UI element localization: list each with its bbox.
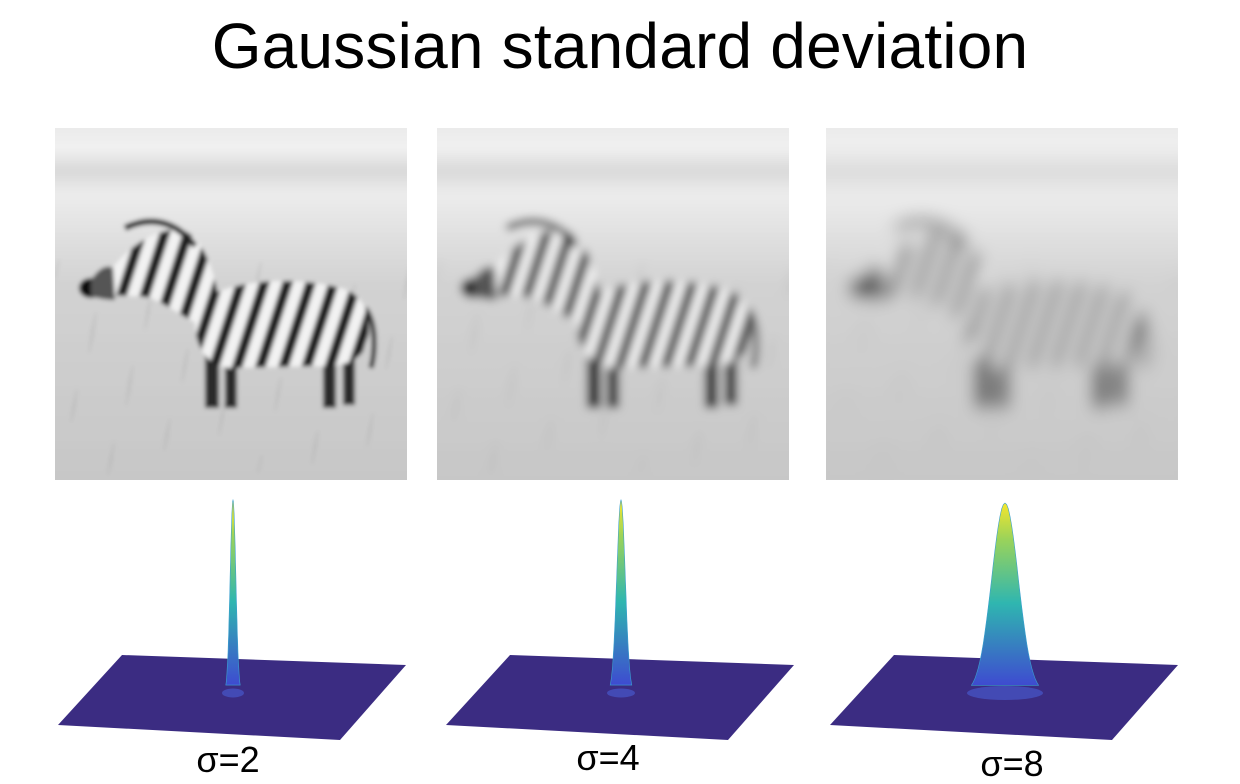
sigma-label: σ=8 bbox=[980, 743, 1044, 784]
kernel-peak bbox=[225, 498, 241, 686]
sigma-label: σ=4 bbox=[576, 737, 640, 778]
zebra-image-sigma-8 bbox=[826, 128, 1178, 480]
page-title: Gaussian standard deviation bbox=[211, 10, 1029, 82]
zebra-image-sigma-2 bbox=[55, 128, 407, 480]
kernel-base-plane bbox=[446, 655, 794, 740]
kernel-peak bbox=[609, 499, 633, 686]
gaussian-kernel-plot-sigma-8 bbox=[822, 495, 1192, 745]
sigma-label: σ=2 bbox=[196, 739, 260, 780]
gaussian-kernel-plot-sigma-4 bbox=[438, 495, 808, 745]
gaussian-kernel-plot-sigma-2 bbox=[50, 495, 420, 745]
kernel-peak bbox=[970, 502, 1040, 686]
kernel-base-plane bbox=[58, 655, 406, 740]
zebra-image-sigma-4 bbox=[437, 128, 789, 480]
